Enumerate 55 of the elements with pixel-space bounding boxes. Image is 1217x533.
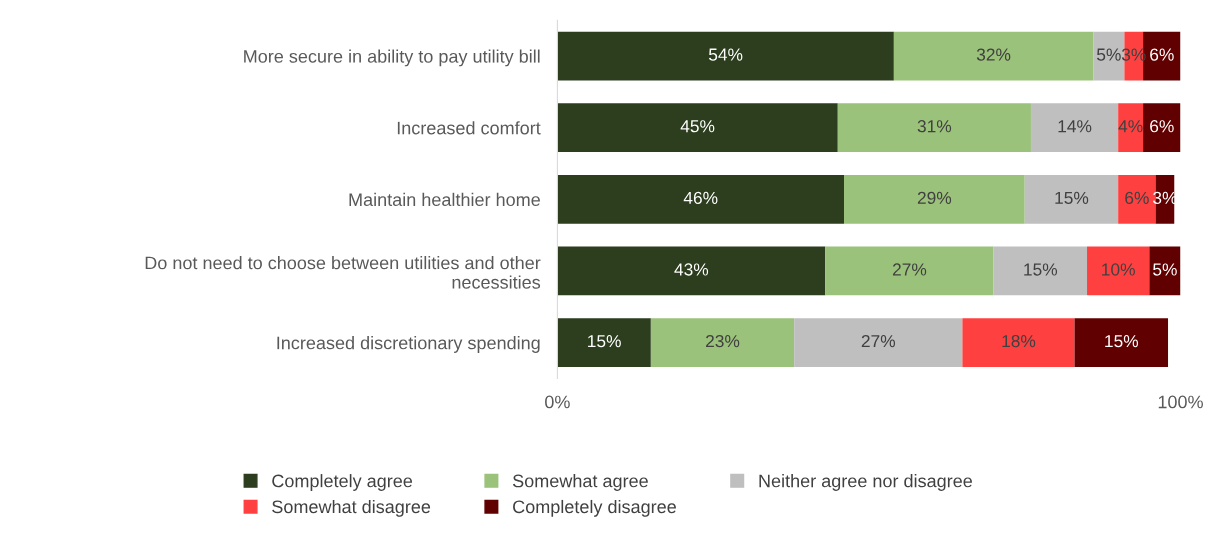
legend-label: Somewhat agree — [512, 474, 648, 491]
bar — [557, 31, 894, 81]
bar — [837, 103, 1031, 153]
bar — [557, 103, 838, 153]
bar — [825, 246, 994, 296]
data-label: 27% — [892, 263, 927, 276]
bar — [650, 318, 795, 367]
data-label: 6% — [1150, 48, 1174, 61]
legend-label: Neither agree nor disagree — [759, 474, 972, 491]
data-label: 29% — [917, 191, 952, 204]
bar — [1074, 318, 1169, 367]
y-tick-label: Do not need to choose between utilities and other necessities — [145, 256, 541, 289]
legend-label: Somewhat disagree — [272, 499, 431, 517]
y-tick-label: More secure in ability to pay utility bill — [244, 49, 540, 67]
data-label: 43% — [674, 263, 709, 276]
bar — [993, 246, 1088, 296]
legend-label: Completely agree — [272, 474, 413, 491]
data-label: 45% — [680, 120, 715, 133]
bar — [844, 174, 1025, 224]
x-tick-label: 100% — [1158, 395, 1203, 409]
data-label: 54% — [708, 48, 743, 61]
bar — [1024, 174, 1119, 224]
data-label: 4% — [1118, 120, 1143, 133]
data-label: 32% — [976, 48, 1011, 61]
bar — [962, 318, 1075, 367]
bar — [1143, 103, 1181, 153]
data-label: 27% — [861, 334, 896, 348]
x-tick-label: 0% — [545, 395, 570, 409]
data-label: 15% — [1024, 263, 1058, 276]
bar — [1149, 246, 1181, 296]
data-label: 6% — [1150, 120, 1174, 133]
data-label: 6% — [1125, 191, 1149, 204]
data-label: 15% — [588, 335, 621, 348]
data-label: 14% — [1058, 120, 1092, 133]
y-tick-label: Increased discretionary spending — [277, 336, 540, 353]
data-label: 5% — [1096, 48, 1121, 61]
bar — [557, 318, 651, 367]
bar — [893, 31, 1094, 81]
data-label: 18% — [1002, 334, 1036, 348]
data-label: 15% — [1055, 191, 1089, 204]
data-label: 5% — [1153, 263, 1177, 276]
bar — [557, 174, 845, 224]
y-tick-label: Increased comfort — [397, 121, 541, 135]
data-label: 10% — [1102, 263, 1135, 276]
bar — [557, 246, 826, 296]
bar — [794, 318, 963, 367]
data-label: 46% — [683, 191, 718, 204]
bar — [1030, 103, 1119, 153]
bar — [1087, 246, 1150, 296]
data-label: 23% — [706, 334, 740, 348]
bar — [1118, 103, 1144, 153]
data-label: 15% — [1105, 335, 1139, 348]
y-tick-label: Maintain healthier home — [349, 192, 540, 207]
data-label: 31% — [917, 120, 952, 133]
legend-label: Completely disagree — [513, 499, 676, 517]
